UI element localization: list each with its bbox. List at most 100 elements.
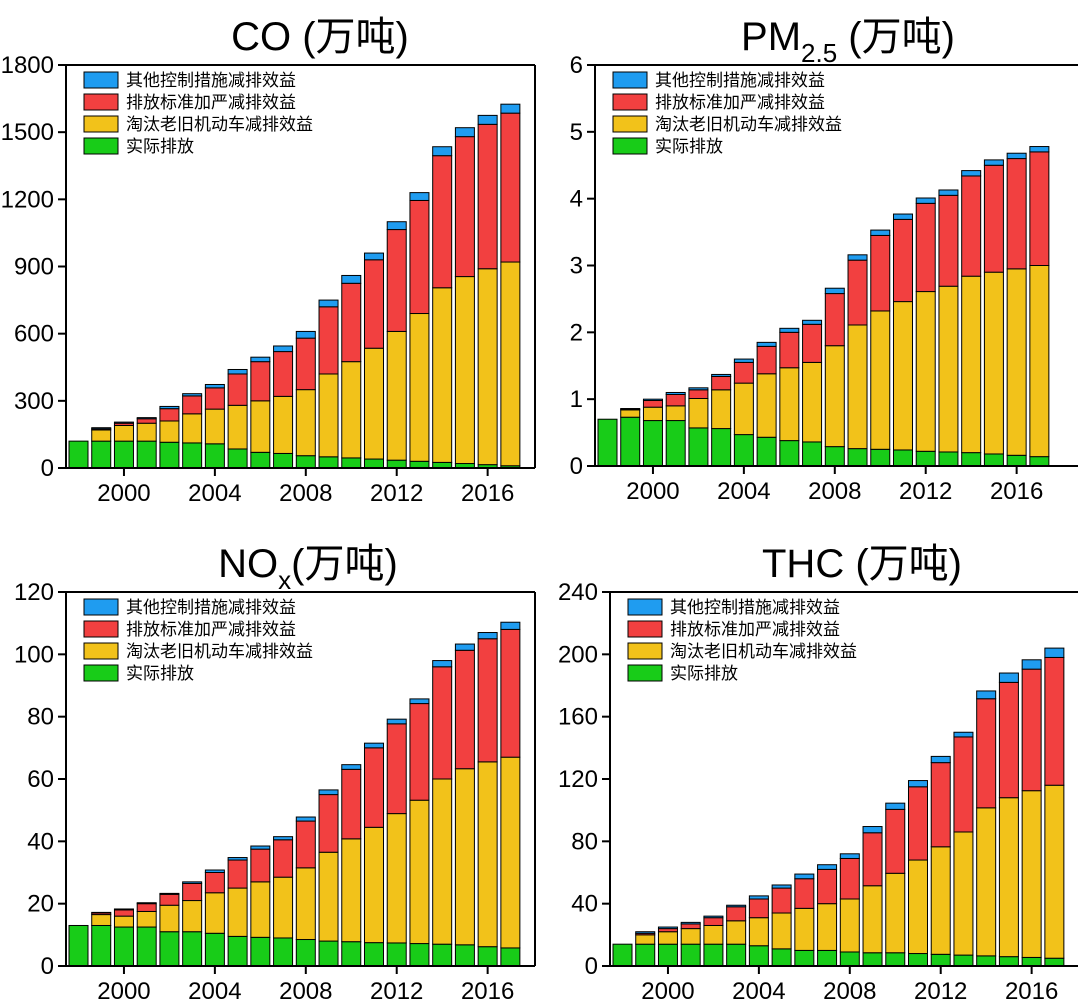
legend-swatch-other_measures: [612, 71, 648, 89]
bar-other_measures-1999: [91, 911, 112, 914]
bar-standards-2005: [227, 373, 248, 406]
y-tick-label: 1800: [1, 52, 54, 79]
bar-other_measures-1999: [635, 931, 656, 934]
legend-swatch-actual: [627, 664, 663, 682]
legend-label-actual: 实际排放: [655, 137, 723, 157]
legend-swatch-standards: [612, 93, 648, 111]
bar-other_measures-2006: [779, 327, 800, 333]
bar-other_measures-2010: [341, 764, 362, 770]
y-tick-label: 300: [14, 388, 54, 415]
bar-actual-2007: [273, 452, 294, 469]
bar-standards-2007: [817, 868, 838, 905]
bar-actual-2010: [870, 448, 891, 467]
y-tick-label: 120: [14, 579, 54, 606]
bar-standards-2004: [204, 387, 225, 410]
bar-other_measures-2007: [273, 836, 294, 841]
legend-label-retire_old: 淘汰老旧机动车减排效益: [126, 115, 313, 135]
bar-actual-2001: [136, 926, 157, 967]
bar-retire_old-2007: [817, 903, 838, 951]
bar-standards-2017: [1029, 151, 1050, 267]
bar-standards-2004: [748, 898, 769, 919]
bar-actual-2008: [295, 455, 316, 469]
bar-retire_old-2000: [113, 915, 134, 928]
bar-actual-2005: [771, 948, 792, 967]
bar-standards-2005: [771, 887, 792, 914]
bar-actual-1998: [68, 440, 89, 469]
bar-actual-2013: [938, 451, 959, 467]
bar-actual-2001: [136, 440, 157, 469]
chart-panel-3: 0 20 40 60 80 100 120 2000 2004 2008 2012 2016 NOx(万…: [14, 542, 536, 1003]
bar-other_measures-2012: [386, 718, 407, 725]
bar-standards-2008: [295, 820, 316, 869]
bar-retire_old-2014: [976, 807, 997, 957]
bar-retire_old-2004: [748, 917, 769, 947]
y-tick-label: 0: [41, 953, 54, 980]
bar-other_measures-2005: [756, 341, 777, 347]
bar-standards-2015: [998, 681, 1019, 799]
bar-actual-2011: [363, 458, 384, 469]
bar-standards-2001: [665, 393, 686, 407]
bar-standards-2016: [477, 123, 498, 270]
bar-actual-2007: [817, 949, 838, 967]
bar-standards-2010: [341, 768, 362, 840]
bar-actual-2005: [227, 448, 248, 469]
y-tick-label: 160: [558, 704, 598, 731]
bar-retire_old-2016: [477, 761, 498, 948]
bar-retire_old-2009: [847, 324, 868, 450]
bar-retire_old-2013: [409, 799, 430, 945]
bar-other_measures-2008: [824, 287, 845, 295]
bar-retire_old-2000: [113, 424, 134, 442]
y-tick-label: 100: [14, 641, 54, 668]
bar-standards-2008: [839, 857, 860, 900]
bar-actual-2014: [961, 452, 982, 467]
bar-retire_old-2005: [227, 887, 248, 937]
bar-retire_old-2004: [204, 408, 225, 445]
legend-swatch-retire_old: [83, 642, 119, 660]
legend-swatch-other_measures: [83, 71, 119, 89]
bar-actual-2004: [733, 434, 754, 467]
bar-other_measures-2005: [227, 368, 248, 375]
bar-standards-2007: [273, 839, 294, 878]
bar-actual-2017: [500, 947, 521, 967]
chart-title: PM2.5 (万吨): [741, 15, 955, 68]
bar-actual-2011: [907, 953, 928, 967]
x-tick-label: 2012: [899, 478, 952, 505]
bar-actual-2010: [885, 952, 906, 967]
y-tick-label: 1200: [1, 186, 54, 213]
x-tick-label: 2016: [461, 978, 514, 1003]
x-tick-label: 2004: [717, 478, 770, 505]
bar-standards-2017: [500, 628, 521, 758]
bar-retire_old-2007: [273, 876, 294, 939]
bar-standards-2008: [824, 293, 845, 347]
bar-retire_old-2008: [295, 867, 316, 941]
bar-standards-2016: [1006, 158, 1027, 270]
bar-actual-2001: [680, 943, 701, 967]
bar-retire_old-2015: [454, 276, 475, 465]
bar-actual-2012: [915, 450, 936, 467]
bar-other_measures-2001: [680, 921, 701, 925]
bar-actual-2004: [748, 945, 769, 967]
bar-retire_old-2005: [771, 912, 792, 950]
y-tick-label: 0: [585, 953, 598, 980]
bar-actual-2000: [642, 420, 663, 467]
bar-retire_old-2003: [711, 389, 732, 430]
bar-retire_old-2006: [250, 400, 271, 453]
bar-other_measures-2005: [771, 884, 792, 889]
bar-actual-2016: [1021, 956, 1042, 967]
bar-other_measures-2017: [500, 621, 521, 630]
bar-standards-2009: [318, 794, 339, 853]
bar-other_measures-2016: [1006, 152, 1027, 160]
bar-other_measures-2008: [295, 330, 316, 339]
bar-other_measures-2000: [657, 926, 678, 930]
bar-actual-2017: [1044, 957, 1065, 967]
bar-standards-2006: [794, 878, 815, 909]
bar-actual-2014: [976, 955, 997, 967]
y-tick-label: 2: [570, 319, 583, 346]
bar-other_measures-2000: [113, 908, 134, 911]
bar-actual-2015: [983, 453, 1004, 467]
bar-retire_old-2012: [386, 813, 407, 944]
x-tick-label: 2008: [279, 978, 332, 1003]
bar-retire_old-2015: [454, 768, 475, 946]
legend-swatch-standards: [83, 93, 119, 111]
bar-actual-2000: [657, 943, 678, 967]
